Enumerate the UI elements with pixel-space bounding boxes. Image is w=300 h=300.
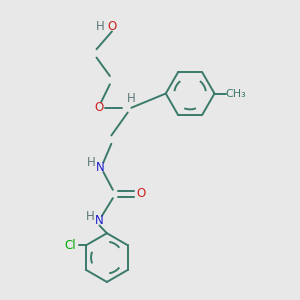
Text: H: H: [96, 20, 104, 33]
Text: Cl: Cl: [64, 239, 76, 252]
Text: H: H: [85, 210, 94, 223]
Text: O: O: [95, 101, 104, 114]
Text: H: H: [87, 156, 96, 169]
Text: CH₃: CH₃: [226, 88, 246, 98]
Text: O: O: [137, 188, 146, 200]
Text: N: N: [94, 214, 103, 227]
Text: N: N: [96, 161, 105, 174]
Text: O: O: [107, 20, 117, 33]
Text: H: H: [127, 92, 136, 105]
